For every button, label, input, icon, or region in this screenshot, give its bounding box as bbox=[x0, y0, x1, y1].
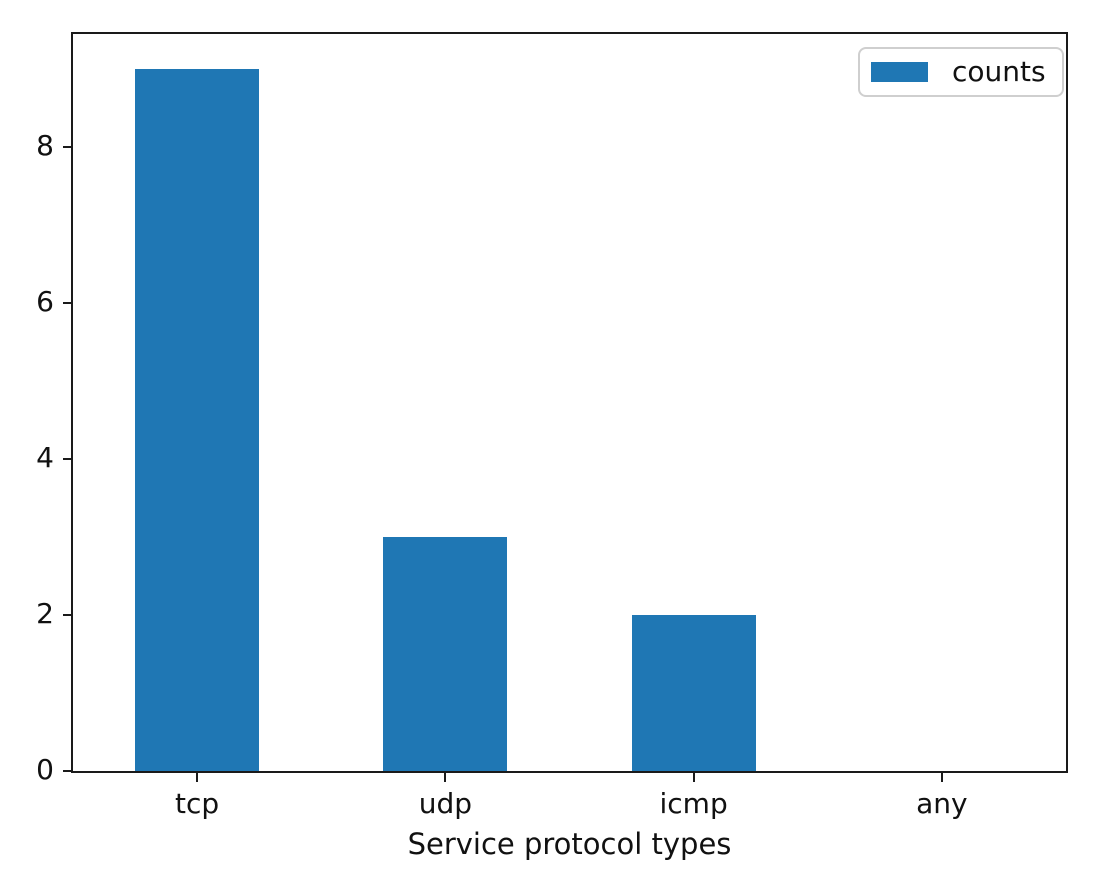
x-tick-label-tcp: tcp bbox=[175, 787, 220, 820]
legend-swatch-counts bbox=[871, 62, 928, 82]
y-tick-label-2: 2 bbox=[36, 597, 54, 631]
x-tick-any bbox=[940, 773, 943, 782]
bar-icmp bbox=[631, 615, 756, 771]
y-tick-2 bbox=[63, 614, 73, 617]
plot-area bbox=[73, 34, 1066, 771]
x-tick-label-any: any bbox=[916, 787, 968, 820]
legend: counts bbox=[858, 47, 1064, 97]
y-tick-0 bbox=[63, 770, 73, 772]
bar-tcp bbox=[135, 69, 260, 771]
x-tick-label-icmp: icmp bbox=[659, 787, 728, 820]
x-axis-label: Service protocol types bbox=[407, 827, 732, 861]
x-tick-tcp bbox=[196, 773, 199, 782]
y-tick-label-8: 8 bbox=[36, 129, 54, 163]
x-tick-label-udp: udp bbox=[418, 787, 473, 820]
y-tick-6 bbox=[63, 302, 73, 305]
x-tick-udp bbox=[444, 773, 447, 782]
y-tick-label-6: 6 bbox=[36, 285, 54, 319]
y-tick-label-0: 0 bbox=[36, 753, 54, 786]
bar-udp bbox=[383, 537, 508, 771]
y-tick-label-4: 4 bbox=[36, 441, 54, 475]
y-tick-4 bbox=[63, 458, 73, 461]
y-tick-8 bbox=[63, 146, 73, 149]
legend-label-counts: counts bbox=[952, 55, 1046, 88]
x-tick-icmp bbox=[692, 773, 695, 782]
